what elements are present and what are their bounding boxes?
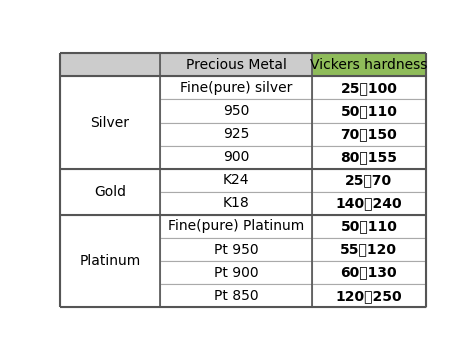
Bar: [60, 53, 160, 76]
Text: Gold: Gold: [94, 185, 126, 199]
Text: 25～100: 25～100: [340, 81, 397, 95]
Text: 50～110: 50～110: [340, 220, 397, 233]
Bar: [160, 100, 311, 122]
Text: Precious Metal: Precious Metal: [185, 58, 286, 72]
Text: 50～110: 50～110: [340, 104, 397, 118]
Bar: [60, 76, 160, 169]
Text: K24: K24: [223, 173, 249, 187]
Bar: [311, 53, 426, 76]
Bar: [160, 169, 311, 192]
Text: Pt 850: Pt 850: [214, 289, 258, 303]
Bar: [60, 215, 160, 307]
Bar: [160, 238, 311, 261]
Text: 25～70: 25～70: [345, 173, 392, 187]
Bar: [160, 192, 311, 215]
Text: 950: 950: [223, 104, 249, 118]
Text: 900: 900: [223, 150, 249, 164]
Text: Pt 900: Pt 900: [214, 266, 258, 280]
Bar: [60, 169, 160, 215]
Text: 80～155: 80～155: [340, 150, 397, 164]
Bar: [311, 238, 426, 261]
Bar: [311, 146, 426, 169]
Text: 120～250: 120～250: [336, 289, 402, 303]
Bar: [160, 284, 311, 307]
Bar: [160, 261, 311, 284]
Bar: [311, 100, 426, 122]
Text: 70～150: 70～150: [340, 127, 397, 141]
Text: Vickers hardness: Vickers hardness: [310, 58, 428, 72]
Text: 55～120: 55～120: [340, 243, 397, 257]
Text: Platinum: Platinum: [79, 254, 141, 268]
Text: 60～130: 60～130: [340, 266, 397, 280]
Text: Pt 950: Pt 950: [214, 243, 258, 257]
Bar: [311, 122, 426, 146]
Text: Fine(pure) Platinum: Fine(pure) Platinum: [168, 220, 304, 233]
Bar: [160, 122, 311, 146]
Text: 140～240: 140～240: [336, 196, 402, 210]
Text: 925: 925: [223, 127, 249, 141]
Bar: [311, 192, 426, 215]
Bar: [311, 215, 426, 238]
Bar: [160, 146, 311, 169]
Bar: [160, 215, 311, 238]
Bar: [311, 284, 426, 307]
Bar: [311, 76, 426, 100]
Bar: [311, 261, 426, 284]
Bar: [311, 169, 426, 192]
Text: Silver: Silver: [91, 116, 129, 130]
Text: K18: K18: [223, 196, 249, 210]
Text: Fine(pure) silver: Fine(pure) silver: [180, 81, 292, 95]
Bar: [160, 53, 311, 76]
Bar: [160, 76, 311, 100]
